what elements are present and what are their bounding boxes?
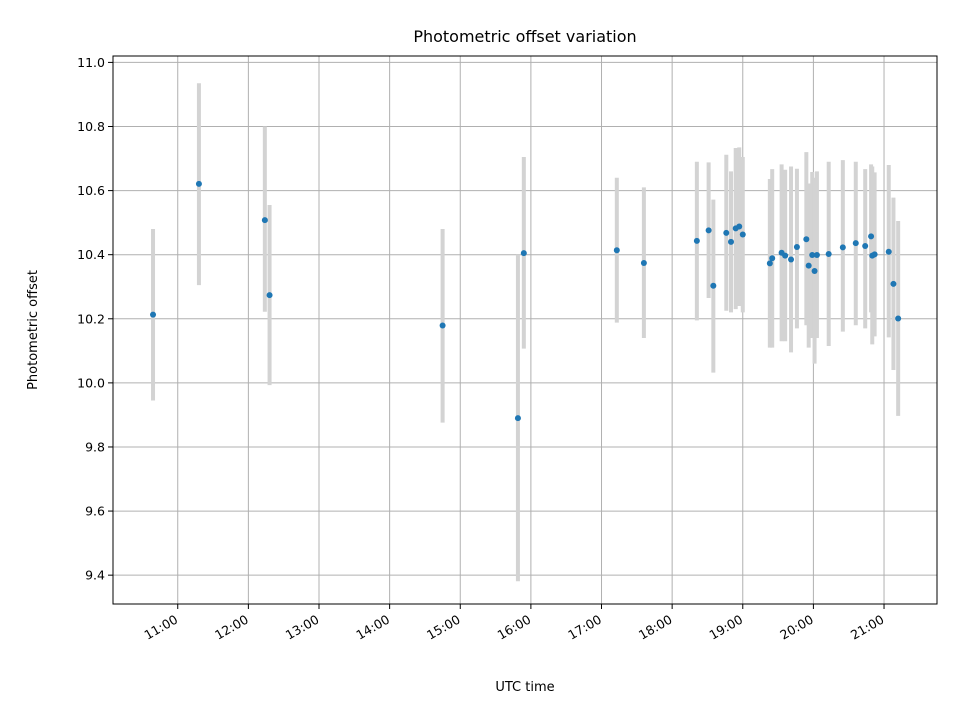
data-point: [788, 256, 795, 263]
data-point: [825, 251, 832, 258]
data-point: [885, 248, 892, 255]
chart-title: Photometric offset variation: [413, 27, 636, 46]
data-point: [769, 255, 776, 262]
data-point: [890, 280, 897, 287]
data-point: [809, 252, 816, 259]
y-tick-label: 10.4: [77, 247, 105, 262]
y-tick-label: 10.0: [77, 375, 105, 390]
y-axis-ticks: 9.4 9.6 9.8 10.0 10.2 10.4 10.6 10.8 11.0: [77, 55, 113, 583]
data-point: [813, 252, 820, 259]
data-point: [195, 180, 202, 187]
y-tick-label: 11.0: [77, 55, 105, 70]
data-point: [766, 260, 773, 267]
y-tick-label: 9.8: [85, 439, 105, 454]
data-point: [782, 252, 789, 259]
data-point: [640, 260, 647, 267]
data-point: [705, 227, 712, 234]
data-point: [803, 236, 810, 243]
data-point: [150, 311, 157, 318]
data-point: [811, 268, 818, 275]
y-tick-label: 10.2: [77, 311, 105, 326]
data-markers: [150, 180, 902, 422]
x-axis-label: UTC time: [495, 680, 554, 695]
data-point: [871, 251, 878, 258]
data-point: [862, 243, 869, 250]
data-point: [736, 223, 743, 230]
data-point: [723, 229, 730, 236]
data-point: [520, 250, 527, 257]
y-tick-label: 9.6: [85, 504, 105, 519]
y-tick-label: 9.4: [85, 568, 105, 583]
data-point: [514, 415, 521, 422]
data-point: [693, 237, 700, 244]
plot-frame: [112, 55, 938, 605]
data-point: [739, 231, 746, 238]
data-point: [868, 233, 875, 240]
data-point: [852, 240, 859, 247]
y-axis-label: Photometric offset: [26, 270, 41, 390]
data-point: [710, 282, 717, 289]
data-point: [728, 238, 734, 245]
data-point: [805, 262, 812, 269]
data-point: [895, 315, 902, 322]
data-point: [613, 247, 620, 254]
data-point: [839, 244, 846, 251]
y-tick-label: 10.6: [77, 183, 105, 198]
data-point: [793, 243, 800, 250]
data-point: [439, 322, 446, 329]
data-point: [261, 217, 268, 224]
y-tick-label: 10.8: [77, 119, 105, 134]
data-point: [266, 292, 273, 299]
